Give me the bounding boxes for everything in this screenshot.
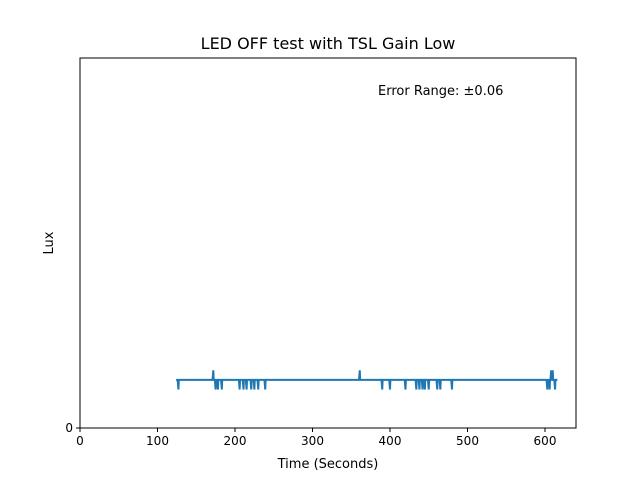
x-tick-label: 100 — [146, 434, 169, 448]
chart-title: LED OFF test with TSL Gain Low — [201, 34, 456, 53]
x-axis-label: Time (Seconds) — [277, 457, 379, 472]
y-axis-ticks: 0 — [65, 421, 80, 435]
x-tick-label: 0 — [76, 434, 84, 448]
y-axis-label: Lux — [42, 231, 57, 254]
y-tick-label: 0 — [65, 421, 73, 435]
x-tick-label: 200 — [224, 434, 247, 448]
x-axis-ticks: 0 100 200 300 400 500 600 — [76, 428, 556, 448]
series-line — [176, 370, 558, 390]
plot-area — [79, 57, 577, 429]
x-tick-label: 300 — [301, 434, 324, 448]
x-tick-label: 600 — [534, 434, 557, 448]
error-range-annotation: Error Range: ±0.06 — [378, 84, 503, 99]
x-tick-label: 500 — [456, 434, 479, 448]
x-tick-label: 400 — [379, 434, 402, 448]
series-layer — [176, 370, 558, 390]
plot-frame — [79, 57, 577, 429]
